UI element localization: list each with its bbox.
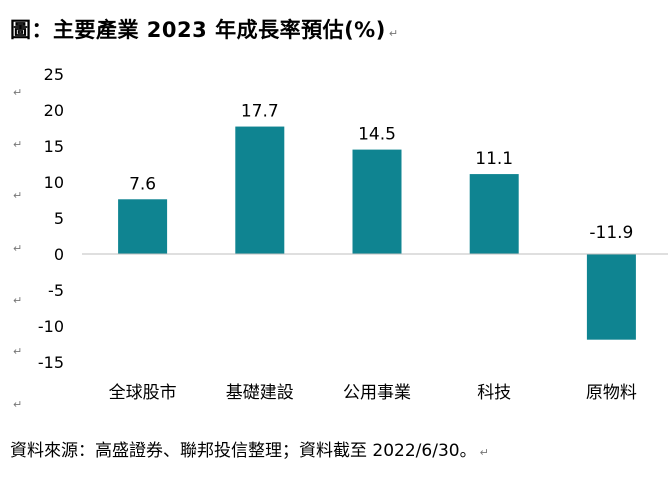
bar <box>118 199 168 254</box>
y-tick-label: 25 <box>44 65 64 84</box>
bar <box>586 254 636 340</box>
bar <box>352 149 402 254</box>
y-tick-label: -5 <box>48 281 64 300</box>
y-tick-label: 0 <box>54 245 64 264</box>
return-mark-icon: ↵ <box>13 189 23 202</box>
source-note: 資料來源：高盛證券、聯邦投信整理；資料截至 2022/6/30。 ↵ <box>10 436 489 461</box>
bar <box>469 174 519 254</box>
return-mark-icon: ↵ <box>479 446 489 459</box>
y-tick-label: 20 <box>44 101 64 120</box>
return-mark-icon: ↵ <box>13 345 23 358</box>
return-mark-icon: ↵ <box>13 294 23 307</box>
bar <box>235 126 285 254</box>
return-mark-icon: ↵ <box>388 27 399 40</box>
data-label: 11.1 <box>475 149 513 169</box>
return-mark-icon: ↵ <box>13 242 23 255</box>
x-tick-label: 科技 <box>477 383 511 403</box>
chart-title: 圖：主要產業 2023 年成長率預估(%) ↵ <box>10 14 399 44</box>
return-mark-icon: ↵ <box>13 138 23 151</box>
y-tick-label: 5 <box>54 209 64 228</box>
data-label: 7.6 <box>129 174 156 194</box>
data-label: 14.5 <box>358 125 396 145</box>
y-tick-label: 15 <box>44 137 64 156</box>
x-tick-label: 原物料 <box>586 383 637 403</box>
source-note-text: 資料來源：高盛證券、聯邦投信整理；資料截至 2022/6/30。 <box>10 441 477 461</box>
y-tick-label: 10 <box>44 173 64 192</box>
y-tick-label: -10 <box>38 317 64 336</box>
x-tick-label: 公用事業 <box>343 383 411 403</box>
data-label: 17.7 <box>241 102 279 122</box>
y-tick-label: -15 <box>38 353 64 372</box>
return-mark-icon: ↵ <box>13 398 23 411</box>
data-label: -11.9 <box>589 223 633 243</box>
x-tick-label: 全球股市 <box>109 383 177 403</box>
chart-title-text: 圖：主要產業 2023 年成長率預估(%) <box>10 18 386 42</box>
return-mark-icon: ↵ <box>13 86 23 99</box>
x-tick-label: 基礎建設 <box>226 383 294 403</box>
